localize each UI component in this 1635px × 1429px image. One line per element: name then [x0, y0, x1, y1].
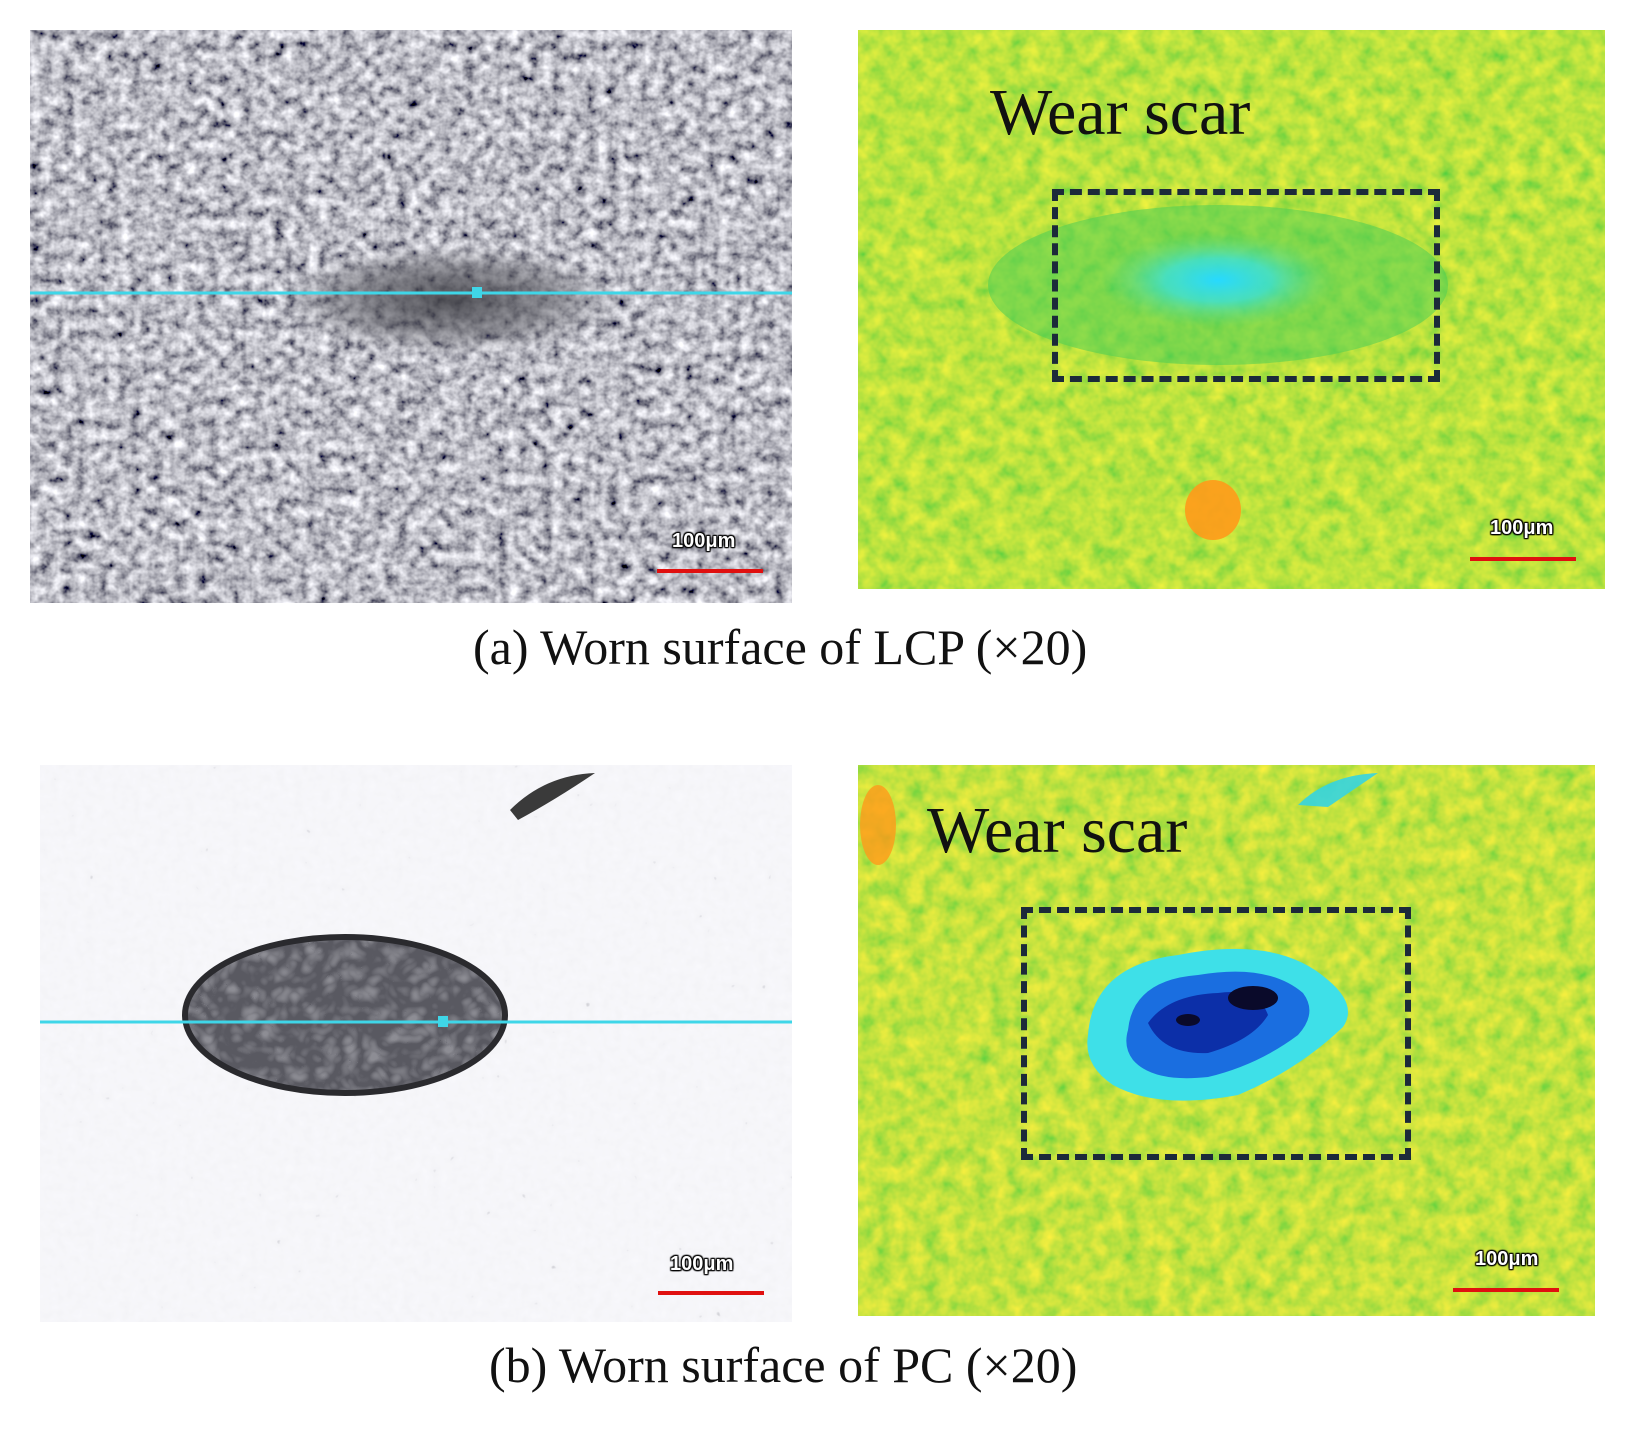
wear-scar-label: Wear scar [990, 76, 1251, 149]
pc-scar-core [1228, 986, 1278, 1010]
lcp-orange-spot [1185, 480, 1241, 540]
pc-orange-edge [860, 785, 896, 865]
scale-bar [658, 1291, 764, 1295]
wear-scar-box [1021, 907, 1411, 1160]
lcp-scar-shadow [280, 245, 620, 355]
wear-scar-box [1052, 189, 1440, 382]
scale-bar [1453, 1288, 1559, 1292]
caption-a: (a) Worn surface of LCP (×20) [473, 619, 1088, 675]
pc-scar-texture [185, 937, 505, 1093]
lcp-profile-texture [858, 30, 1605, 589]
lcp-optical-micrograph: 100μm [30, 30, 792, 603]
scale-label: 100μm [1490, 517, 1554, 539]
scale-label: 100μm [1475, 1248, 1539, 1270]
scale-bar [657, 569, 763, 573]
lcp-optical-texture [30, 30, 792, 603]
pc-profile-texture [858, 765, 1595, 1316]
lcp-profile-map: Wear scar 100μm [858, 30, 1605, 589]
pc-cyan-streak [1298, 773, 1378, 807]
caption-b: (b) Worn surface of PC (×20) [489, 1337, 1078, 1393]
pc-debris-flake [510, 773, 595, 820]
scale-bar [1470, 557, 1576, 561]
pc-optical-texture [40, 765, 792, 1322]
pc-scar-core-2 [1176, 1014, 1200, 1026]
pc-optical-micrograph: 100μm [40, 765, 792, 1322]
scale-label: 100μm [670, 1253, 734, 1275]
scale-label: 100μm [672, 530, 736, 552]
wear-scar-label: Wear scar [927, 794, 1188, 867]
pc-profile-map: Wear scar 100μm [858, 765, 1595, 1316]
pc-scar-outline [182, 934, 508, 1096]
pc-measurement-marker [438, 1016, 448, 1027]
lcp-measurement-marker [472, 287, 482, 298]
lcp-scar-depression [1098, 232, 1338, 328]
